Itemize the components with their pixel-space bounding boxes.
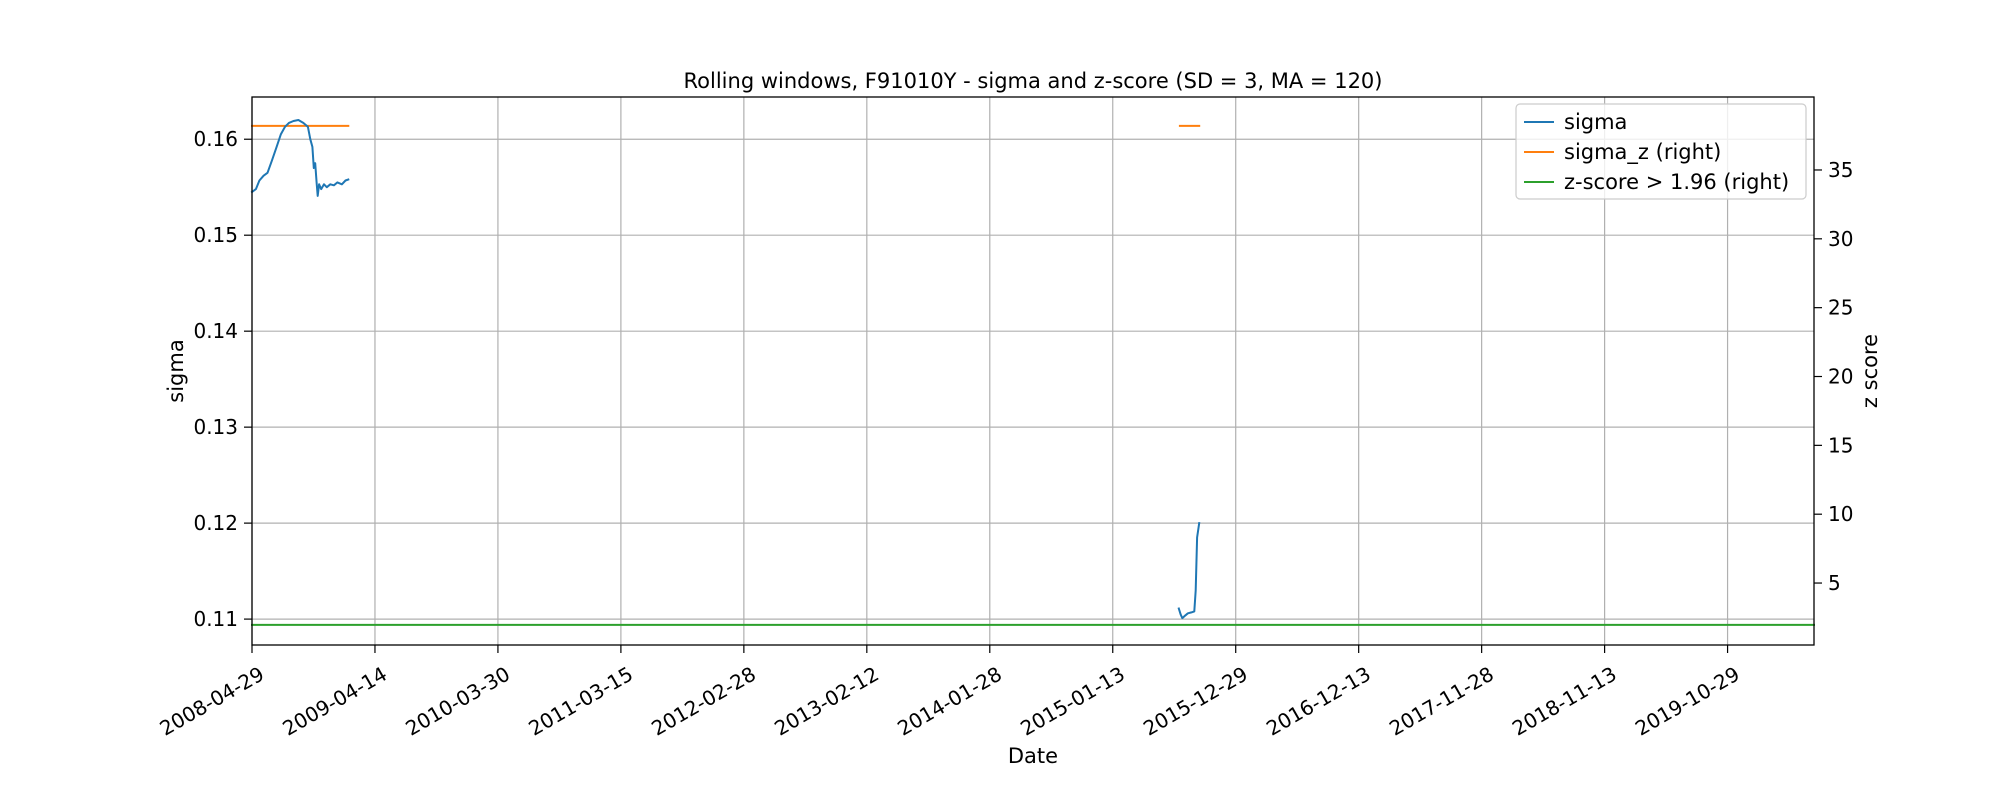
left-y-tick-label: 0.12 <box>193 511 238 535</box>
series-line-sigma <box>250 119 350 197</box>
left-y-axis-ticks: 0.11 0.12 0.13 0.14 0.15 0.16 <box>193 127 252 631</box>
x-tick-label: 2012-02-28 <box>647 662 760 741</box>
right-y-tick-label: 20 <box>1828 365 1853 389</box>
left-y-tick-label: 0.15 <box>193 223 238 247</box>
legend-label-z-threshold: z-score > 1.96 (right) <box>1564 170 1789 194</box>
right-y-tick-label: 30 <box>1828 227 1853 251</box>
x-tick-label: 2019-10-29 <box>1631 662 1744 741</box>
x-tick-label: 2018-11-13 <box>1508 662 1621 741</box>
left-y-tick-label: 0.14 <box>193 319 238 343</box>
x-axis-ticks: 2008-04-29 2009-04-14 2010-03-30 2011-03-15… <box>155 645 1744 741</box>
left-y-tick-label: 0.13 <box>193 415 238 439</box>
right-y-tick-label: 35 <box>1828 158 1853 182</box>
x-tick-label: 2015-12-29 <box>1139 662 1252 741</box>
plot-frame <box>251 96 1815 646</box>
left-y-axis-title: sigma <box>164 339 188 402</box>
right-y-tick-label: 25 <box>1828 296 1853 320</box>
legend-label-sigma: sigma <box>1564 110 1627 134</box>
x-tick-label: 2008-04-29 <box>155 662 268 741</box>
x-tick-label: 2017-11-28 <box>1385 662 1498 741</box>
x-tick-label: 2014-01-28 <box>893 662 1006 741</box>
right-y-tick-label: 5 <box>1828 571 1841 595</box>
left-y-tick-label: 0.16 <box>193 127 238 151</box>
series-line-sigma <box>1177 521 1201 620</box>
x-tick-label: 2010-03-30 <box>401 662 514 741</box>
series-layer <box>250 119 1815 626</box>
x-tick-label: 2009-04-14 <box>278 662 391 741</box>
x-axis-title: Date <box>1008 744 1058 768</box>
right-y-axis-title: z score <box>1858 334 1882 408</box>
right-y-tick-label: 10 <box>1828 502 1853 526</box>
right-y-axis-ticks: 5 10 15 20 25 30 35 <box>1814 158 1853 595</box>
legend-label-sigma-z: sigma_z (right) <box>1564 140 1721 165</box>
legend-box <box>1515 103 1807 200</box>
x-tick-label: 2011-03-15 <box>524 662 637 741</box>
left-y-tick-label: 0.11 <box>193 607 238 631</box>
right-y-tick-label: 15 <box>1828 433 1853 457</box>
chart-title: Rolling windows, F91010Y - sigma and z-s… <box>684 69 1383 93</box>
legend: sigma sigma_z (right) z-score > 1.96 (ri… <box>1515 103 1807 200</box>
x-tick-label: 2015-01-13 <box>1016 662 1129 741</box>
x-tick-label: 2013-02-12 <box>770 662 883 741</box>
x-tick-label: 2016-12-13 <box>1262 662 1375 741</box>
